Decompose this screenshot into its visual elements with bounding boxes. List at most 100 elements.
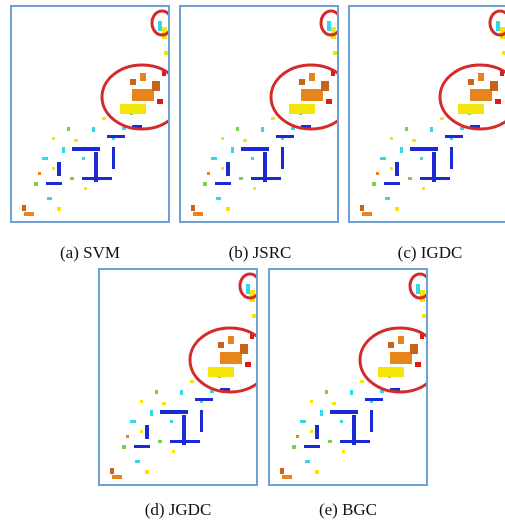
map-parcel xyxy=(92,127,95,132)
map-parcel xyxy=(271,117,275,120)
map-parcel xyxy=(251,157,254,160)
classification-map-svm xyxy=(10,5,170,223)
map-parcel xyxy=(110,468,114,474)
map-parcel xyxy=(378,367,404,377)
map-parcel xyxy=(276,135,294,138)
map-parcel xyxy=(170,440,200,443)
map-parcel xyxy=(328,440,332,443)
map-parcel xyxy=(253,187,256,190)
map-parcel xyxy=(420,157,423,160)
map-parcel xyxy=(220,388,230,391)
map-parcel xyxy=(62,147,65,153)
map-parcel xyxy=(292,445,296,449)
map-parcel xyxy=(390,137,393,140)
map-parcel xyxy=(370,410,373,432)
highlight-ellipse-small xyxy=(238,272,256,300)
highlight-ellipse-small xyxy=(408,272,426,300)
map-parcel xyxy=(145,425,149,439)
highlight-ellipse-large xyxy=(269,63,337,131)
map-parcel xyxy=(245,362,251,367)
map-parcel xyxy=(450,147,453,169)
map-parcel xyxy=(112,147,115,169)
caption-svm: (a) SVM xyxy=(60,243,120,262)
map-parcel xyxy=(420,290,425,302)
map-parcel xyxy=(416,284,420,294)
map-parcel xyxy=(70,177,74,180)
map-parcel xyxy=(332,402,336,405)
highlight-ellipse-large xyxy=(438,63,505,131)
map-parcel xyxy=(240,344,248,354)
map-parcel xyxy=(408,177,412,180)
map-parcel xyxy=(468,79,474,85)
map-parcel xyxy=(289,104,315,114)
map-parcel xyxy=(107,135,125,138)
map-parcel xyxy=(158,21,162,31)
map-parcel xyxy=(326,99,332,104)
map-parcel xyxy=(360,380,364,383)
map-parcel xyxy=(160,410,188,414)
map-parcel xyxy=(155,390,158,394)
highlight-ellipse-small xyxy=(150,9,168,37)
classification-map-bgc xyxy=(268,268,428,486)
map-parcel xyxy=(400,147,403,153)
map-parcel xyxy=(470,125,480,128)
map-parcel xyxy=(291,127,295,130)
map-parcel xyxy=(327,21,331,31)
map-parcel xyxy=(315,470,319,474)
map-parcel xyxy=(246,284,250,294)
caption-igdc: (c) IGDC xyxy=(397,243,463,262)
map-parcel xyxy=(331,71,335,76)
classification-map-igdc xyxy=(348,5,505,223)
map-parcel xyxy=(250,334,254,339)
map-parcel xyxy=(410,147,438,151)
map-parcel xyxy=(310,430,313,433)
map-parcel xyxy=(162,27,167,39)
map-parcel xyxy=(445,135,463,138)
map-parcel xyxy=(300,420,306,423)
map-parcel xyxy=(420,334,424,339)
map-jgdc xyxy=(110,272,256,479)
map-parcel xyxy=(395,207,399,211)
map-parcel xyxy=(130,79,136,85)
map-parcel xyxy=(67,127,70,131)
map-parcel xyxy=(321,81,329,91)
map-parcel xyxy=(74,139,78,142)
map-parcel xyxy=(190,380,194,383)
map-parcel xyxy=(82,157,85,160)
map-parcel xyxy=(231,147,234,153)
map-parcel xyxy=(112,475,122,479)
map-parcel xyxy=(301,89,323,101)
map-parcel xyxy=(152,81,160,91)
map-parcel xyxy=(470,89,492,101)
highlight-ellipse-small xyxy=(319,9,337,37)
map-parcel xyxy=(388,342,394,348)
map-parcel xyxy=(315,425,319,439)
map-parcel xyxy=(305,460,310,463)
map-parcel xyxy=(82,177,112,180)
map-parcel xyxy=(134,445,150,448)
map-parcel xyxy=(385,197,390,200)
map-parcel xyxy=(261,127,264,132)
map-parcel xyxy=(193,212,203,216)
map-parcel xyxy=(221,167,224,170)
map-parcel xyxy=(57,162,61,176)
map-parcel xyxy=(140,430,143,433)
map-parcel xyxy=(263,152,267,182)
map-parcel xyxy=(150,410,153,416)
map-parcel xyxy=(365,398,383,401)
map-parcel xyxy=(52,167,55,170)
caption-jsrc: (b) JSRC xyxy=(228,243,292,262)
map-parcel xyxy=(208,367,234,377)
map-parcel xyxy=(57,207,61,211)
map-bgc xyxy=(280,272,426,479)
map-parcel xyxy=(180,390,183,395)
map-parcel xyxy=(410,344,418,354)
map-parcel xyxy=(221,137,224,140)
map-parcel xyxy=(122,127,126,130)
map-parcel xyxy=(502,51,505,55)
map-parcel xyxy=(94,152,98,182)
map-parcel xyxy=(252,314,256,318)
map-parcel xyxy=(422,314,426,318)
map-parcel xyxy=(226,162,230,176)
map-parcel xyxy=(182,415,186,445)
